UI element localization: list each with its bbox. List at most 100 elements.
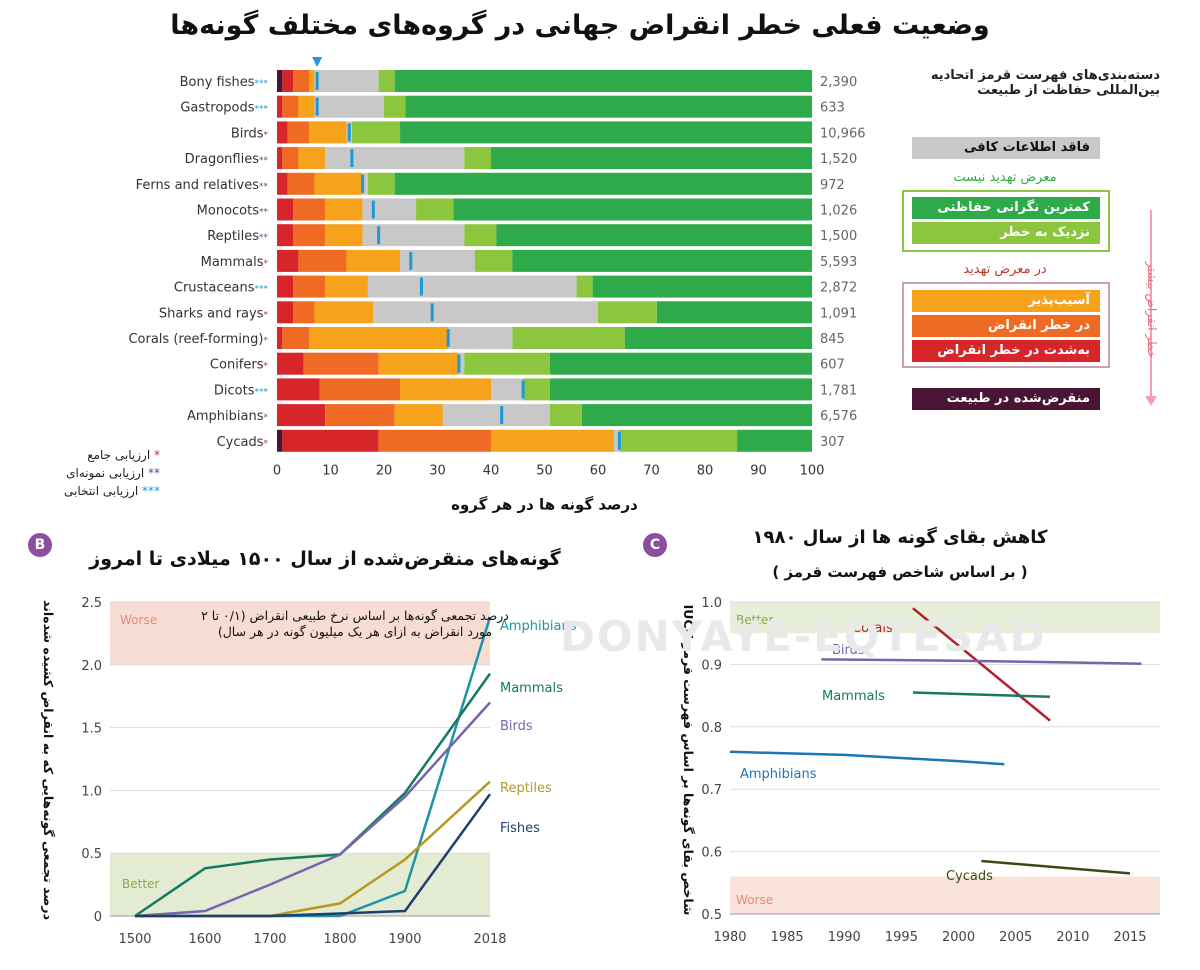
group-count: 845 (820, 332, 845, 347)
bar-segment-least_concern (405, 95, 812, 118)
x-tick-label: 70 (643, 464, 660, 479)
bar-segment-least_concern (656, 301, 812, 324)
bar-segment-endangered (282, 327, 310, 349)
bar-segment-critically_endangered (277, 404, 326, 427)
legend-not-threatened-frame (902, 190, 1110, 252)
y-tick-label: 2.5 (81, 596, 102, 611)
bar-segment-data_deficient (448, 327, 513, 349)
group-count: 607 (820, 358, 845, 373)
star-key-3: *** ارزیابی انتخابی (64, 484, 160, 498)
series-line-birds (821, 658, 1142, 666)
bar-segment-vulnerable (378, 352, 459, 375)
bar-marker (521, 380, 525, 399)
x-tick-label: 2010 (1056, 930, 1089, 945)
legend-near-threatened: نزدیک به خطر (912, 222, 1100, 244)
bar-segment-least_concern (400, 121, 812, 144)
chart-b-svg: 0 0.5 1.0 1.5 2.0 2.5 1500 1600 1700 1800 1900 2018… (41, 596, 577, 947)
group-label: Conifers* (210, 358, 269, 373)
group-count: 1,520 (820, 152, 857, 167)
chart-a-svg: Bony fishes*** 2,390 Gastropods*** 633 Birds… (128, 57, 866, 514)
group-count: 1,781 (820, 383, 857, 398)
bar-segment-near_threatened (464, 147, 491, 170)
chart-b-badge: B (28, 533, 52, 557)
bar-segment-critically_endangered (277, 224, 294, 247)
bar-marker (315, 97, 319, 116)
group-count: 1,091 (820, 306, 857, 321)
legend-endangered: در خطر انقراض (912, 315, 1100, 337)
bar-segment-near_threatened (367, 172, 395, 195)
bar-segment-data_deficient (362, 224, 465, 247)
series-line-cycads (981, 859, 1131, 875)
legend-header: دسته‌بندی‌های فهرست قرمز اتحادیه بین‌الم… (930, 68, 1160, 98)
bar-segment-data_deficient (362, 172, 368, 195)
series-label-birds: Birds (832, 643, 865, 658)
series-label-mammals: Mammals (500, 681, 563, 696)
bar-segment-endangered (303, 352, 379, 375)
bar-segment-near_threatened (464, 352, 550, 375)
group-stars: * (264, 362, 269, 372)
bar-segment-data_deficient (373, 301, 598, 324)
series-label-mammals: Mammals (822, 689, 885, 704)
y-tick-label: 0.9 (701, 658, 722, 673)
bar-segment-near_threatened (351, 121, 401, 144)
background-rate-triangle (312, 57, 323, 67)
x-tick-label: 0 (273, 464, 281, 479)
group-label: Gastropods*** (180, 101, 268, 116)
worse-band (110, 602, 490, 665)
chart-c-title-1: کاهش بقای گونه ها از سال ۱۹۸۰ (752, 527, 1048, 548)
bar-segment-critically_endangered (277, 327, 283, 349)
chart-b-annotation: درصد تجمعی گونه‌ها بر اساس نرخ طبیعی انق… (201, 608, 509, 639)
worse-label: Worse (736, 893, 773, 907)
y-axis-label: شاخص بقای گونه‌ها بر اساس فهرست قرمز IUC… (681, 605, 696, 916)
bar-segment-near_threatened (576, 275, 593, 298)
series-label-birds: Birds (500, 719, 533, 734)
bar-segment-vulnerable (346, 249, 401, 272)
bar-segment-endangered (282, 95, 299, 118)
group-stars: * (264, 439, 269, 449)
bar-segment-data_deficient (400, 249, 475, 272)
series-label-amphibians: Amphibians (500, 619, 577, 634)
bar-segment-critically_endangered (277, 352, 304, 375)
bar-segment-extinct (277, 70, 283, 92)
bar-segment-vulnerable (400, 378, 491, 401)
group-stars: *** (255, 105, 269, 115)
bar-segment-endangered (325, 404, 395, 427)
legend-vulnerable: آسیب‌پذیر (912, 290, 1100, 312)
group-label: Sharks and rays* (159, 306, 269, 321)
group-count: 633 (820, 101, 845, 116)
bar-segment-vulnerable (309, 327, 449, 349)
bar-segment-endangered (287, 172, 315, 195)
bar-segment-data_deficient (442, 404, 550, 427)
bar-segment-near_threatened (384, 95, 406, 118)
worse-band (730, 876, 1160, 914)
bar-segment-near_threatened (474, 249, 513, 272)
bar-marker (430, 303, 434, 322)
group-count: 2,872 (820, 281, 857, 296)
legend-threatened-frame (902, 282, 1110, 368)
bar-marker (419, 277, 423, 296)
group-label: Cycads* (217, 435, 269, 450)
bar-segment-near_threatened (416, 198, 454, 221)
group-label: Birds* (231, 126, 269, 141)
bar-segment-least_concern (394, 172, 812, 195)
y-tick-label: 0 (94, 910, 102, 925)
legend-extinct-wild: منقرض‌شده در طبیعت (912, 388, 1100, 410)
risk-arrow-line (1150, 210, 1152, 400)
group-label: Dragonflies** (185, 152, 269, 167)
group-count: 1,026 (820, 204, 857, 219)
legend-critically-endangered: به‌شدت در خطر انقراض (912, 340, 1100, 362)
x-tick-label: 2000 (942, 930, 975, 945)
bar-segment-critically_endangered (277, 249, 299, 272)
bar-segment-critically_endangered (282, 70, 294, 92)
x-tick-label: 1500 (118, 932, 151, 947)
bar-segment-vulnerable (325, 275, 368, 298)
series-line-fishes (135, 793, 492, 918)
bar-segment-vulnerable (309, 70, 315, 92)
series-label-amphibians: Amphibians (740, 767, 817, 782)
group-count: 5,593 (820, 255, 857, 270)
bar-segment-data_deficient (362, 198, 417, 221)
series-label-reptiles: Reptiles (500, 781, 552, 796)
x-tick-label: 2015 (1113, 930, 1146, 945)
bar-segment-endangered (287, 121, 310, 144)
watermark: DONYAYE-EQTESAD (560, 612, 1047, 661)
